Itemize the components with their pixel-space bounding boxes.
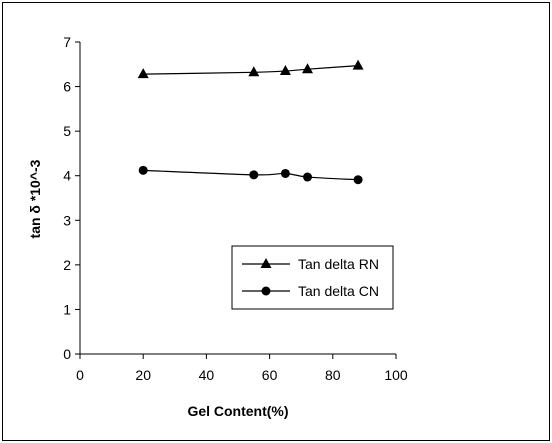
y-tick-label: 4 [63, 168, 71, 184]
axes [75, 41, 397, 359]
series-group [137, 59, 364, 185]
y-tick-label: 3 [63, 212, 71, 228]
data-point-cn [353, 175, 363, 185]
x-tick-label: 40 [199, 367, 215, 383]
legend-box [231, 245, 394, 310]
data-point-rn [352, 59, 364, 70]
legend: Tan delta RN Tan delta CN [231, 245, 394, 310]
x-tick-label: 80 [325, 367, 341, 383]
y-tick-label: 7 [63, 34, 71, 50]
tick-labels: 0 1 2 3 4 5 6 7 0 20 40 60 80 100 [63, 34, 408, 383]
data-point-cn [249, 170, 259, 180]
y-axis-title: tan δ *10^-3 [27, 159, 43, 238]
data-point-cn [138, 165, 148, 175]
y-tick-label: 1 [63, 301, 71, 317]
y-tick-label: 6 [63, 79, 71, 95]
legend-label-cn: Tan delta CN [298, 283, 379, 299]
y-tick-label: 5 [63, 123, 71, 139]
legend-label-rn: Tan delta RN [298, 256, 379, 272]
data-point-rn [137, 68, 149, 79]
legend-marker-rn [260, 258, 272, 268]
x-tick-label: 20 [135, 367, 151, 383]
data-point-cn [303, 172, 313, 182]
x-tick-label: 0 [76, 367, 84, 383]
data-point-rn [279, 64, 291, 75]
x-tick-label: 100 [384, 367, 408, 383]
y-tick-label: 2 [63, 257, 71, 273]
data-point-rn [248, 66, 260, 77]
legend-marker-cn [261, 286, 271, 296]
x-tick-label: 60 [262, 367, 278, 383]
data-point-cn [280, 168, 290, 178]
data-point-rn [302, 63, 314, 74]
y-tick-label: 0 [63, 346, 71, 362]
x-axis-title: Gel Content(%) [187, 403, 288, 419]
